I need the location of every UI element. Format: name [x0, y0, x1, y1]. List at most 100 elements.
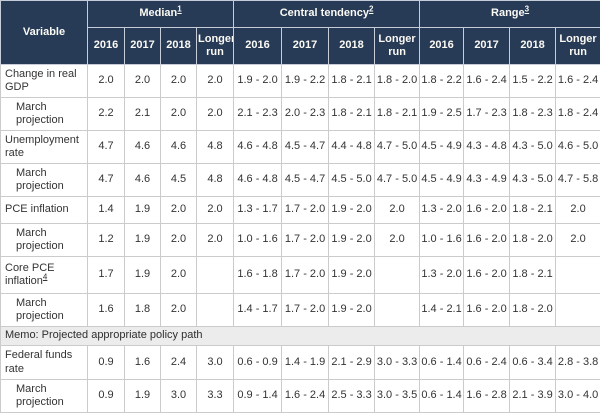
value-cell: 1.6 - 2.0	[464, 257, 510, 294]
column-group-median: Median1	[88, 1, 234, 28]
value-cell: 1.7 - 2.0	[282, 294, 329, 327]
value-cell: 4.7 - 5.0	[375, 131, 420, 164]
row-memo: Memo: Projected appropriate policy path	[1, 327, 600, 346]
value-cell: 1.9 - 2.5	[420, 98, 464, 131]
value-cell: 2.2	[88, 98, 125, 131]
value-cell	[375, 294, 420, 327]
value-cell: 1.6 - 2.0	[464, 224, 510, 257]
row-ffr-march-projection: March projection 0.9 1.9 3.0 3.3 0.9 - 1…	[1, 380, 600, 413]
value-cell: 4.5	[161, 164, 197, 197]
value-cell: 1.0 - 1.6	[234, 224, 282, 257]
value-cell: 2.0	[161, 98, 197, 131]
value-cell: 2.8 - 3.8	[556, 346, 600, 380]
footnote-2-link[interactable]: 2	[369, 5, 373, 14]
ct-year-2017: 2017	[282, 28, 329, 65]
value-cell: 4.6	[125, 131, 161, 164]
row-unemployment-rate: Unemployment rate 4.7 4.6 4.6 4.8 4.6 - …	[1, 131, 600, 164]
value-cell: 1.8	[125, 294, 161, 327]
value-cell: 1.8 - 2.1	[329, 65, 375, 98]
footnote-4-link[interactable]: 4	[43, 272, 47, 281]
value-cell: 1.3 - 2.0	[420, 257, 464, 294]
value-cell: 1.4 - 1.9	[282, 346, 329, 380]
value-cell: 1.3 - 2.0	[420, 197, 464, 224]
value-cell: 3.0 - 3.3	[375, 346, 420, 380]
value-cell: 4.7	[88, 164, 125, 197]
value-cell: 1.6	[88, 294, 125, 327]
value-cell: 1.9 - 2.0	[329, 197, 375, 224]
value-cell: 1.9 - 2.2	[282, 65, 329, 98]
value-cell: 2.0	[161, 294, 197, 327]
value-cell: 1.9 - 2.0	[329, 257, 375, 294]
value-cell: 1.5 - 2.2	[510, 65, 556, 98]
row-label: March projection	[1, 164, 88, 197]
value-cell: 2.0 - 2.3	[282, 98, 329, 131]
value-cell: 2.0	[197, 197, 234, 224]
value-cell: 4.7 - 5.8	[556, 164, 600, 197]
value-cell: 4.5 - 4.9	[420, 131, 464, 164]
value-cell: 2.0	[556, 224, 600, 257]
value-cell: 4.3 - 4.8	[464, 131, 510, 164]
value-cell: 4.3 - 5.0	[510, 131, 556, 164]
value-cell: 1.9 - 2.0	[329, 224, 375, 257]
value-cell: 4.3 - 4.9	[464, 164, 510, 197]
value-cell: 1.0 - 1.6	[420, 224, 464, 257]
value-cell: 2.0	[161, 257, 197, 294]
value-cell: 2.0	[375, 197, 420, 224]
value-cell	[556, 294, 600, 327]
value-cell: 1.7 - 2.0	[282, 257, 329, 294]
row-label: Core PCE inflation4	[1, 257, 88, 294]
value-cell: 4.7 - 5.0	[375, 164, 420, 197]
value-cell: 2.1 - 2.3	[234, 98, 282, 131]
value-cell: 1.6 - 2.4	[282, 380, 329, 413]
value-cell: 1.8 - 2.0	[375, 65, 420, 98]
value-cell: 4.6 - 4.8	[234, 164, 282, 197]
row-pce-march-projection: March projection 1.2 1.9 2.0 2.0 1.0 - 1…	[1, 224, 600, 257]
value-cell: 4.5 - 4.9	[420, 164, 464, 197]
value-cell: 2.0	[161, 65, 197, 98]
value-cell: 1.8 - 2.1	[329, 98, 375, 131]
value-cell: 0.6 - 2.4	[464, 346, 510, 380]
value-cell: 2.1 - 2.9	[329, 346, 375, 380]
row-label: March projection	[1, 294, 88, 327]
row-gdp-march-projection: March projection 2.2 2.1 2.0 2.0 2.1 - 2…	[1, 98, 600, 131]
row-label: Federal funds rate	[1, 346, 88, 380]
value-cell: 0.6 - 1.4	[420, 380, 464, 413]
range-label: Range	[491, 7, 525, 19]
memo-label: Memo: Projected appropriate policy path	[1, 327, 600, 346]
value-cell: 1.6 - 2.0	[464, 197, 510, 224]
row-label: PCE inflation	[1, 197, 88, 224]
value-cell: 1.9	[125, 224, 161, 257]
value-cell: 0.9 - 1.4	[234, 380, 282, 413]
row-core-pce-march-projection: March projection 1.6 1.8 2.0 1.4 - 1.7 1…	[1, 294, 600, 327]
value-cell: 2.0	[197, 98, 234, 131]
value-cell: 1.6 - 1.8	[234, 257, 282, 294]
value-cell: 2.0	[125, 65, 161, 98]
value-cell: 1.7 - 2.0	[282, 224, 329, 257]
value-cell: 1.8 - 2.1	[375, 98, 420, 131]
column-group-range: Range3	[420, 1, 600, 28]
row-unemployment-march-projection: March projection 4.7 4.6 4.5 4.8 4.6 - 4…	[1, 164, 600, 197]
row-pce-inflation: PCE inflation 1.4 1.9 2.0 2.0 1.3 - 1.7 …	[1, 197, 600, 224]
value-cell: 4.5 - 5.0	[329, 164, 375, 197]
value-cell: 1.6 - 2.8	[464, 380, 510, 413]
row-label: Change in real GDP	[1, 65, 88, 98]
table-header: Variable Median1 Central tendency2 Range…	[1, 1, 600, 65]
footnote-1-link[interactable]: 1	[177, 5, 181, 14]
value-cell: 1.8 - 2.1	[510, 257, 556, 294]
value-cell: 0.9	[88, 346, 125, 380]
value-cell	[197, 257, 234, 294]
value-cell: 3.0	[197, 346, 234, 380]
ct-year-2018: 2018	[329, 28, 375, 65]
value-cell: 1.8 - 2.2	[420, 65, 464, 98]
footnote-3-link[interactable]: 3	[525, 5, 529, 14]
value-cell: 1.4 - 2.1	[420, 294, 464, 327]
value-cell: 0.6 - 1.4	[420, 346, 464, 380]
value-cell: 1.7 - 2.0	[282, 197, 329, 224]
value-cell: 2.0	[197, 224, 234, 257]
value-cell: 1.2	[88, 224, 125, 257]
value-cell: 2.4	[161, 346, 197, 380]
header-year-row: 2016 2017 2018 Longer run 2016 2017 2018…	[1, 28, 600, 65]
value-cell: 3.3	[197, 380, 234, 413]
value-cell: 1.6 - 2.0	[464, 294, 510, 327]
